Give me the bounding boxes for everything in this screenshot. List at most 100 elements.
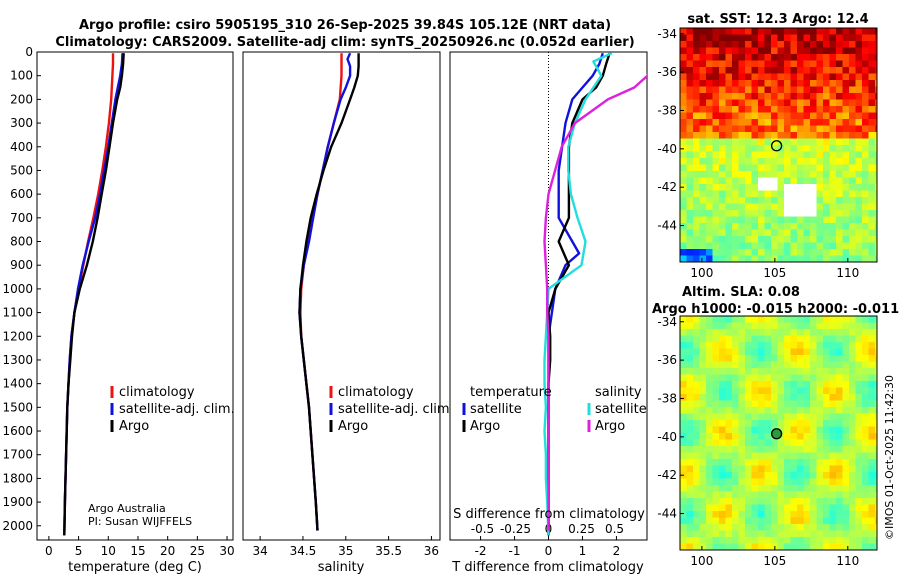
sst-cell xyxy=(745,145,752,152)
sla-cell xyxy=(836,316,843,323)
sla-cell xyxy=(836,478,843,486)
sst-cell xyxy=(751,112,759,120)
sla-cell xyxy=(855,335,863,343)
sla-cell xyxy=(797,322,804,330)
sla-cell xyxy=(803,504,811,512)
sla-cell xyxy=(693,387,700,395)
sla-cell xyxy=(693,459,700,466)
sla-cell xyxy=(868,530,876,538)
sla-cell xyxy=(745,316,752,323)
sla-cell xyxy=(706,400,713,408)
sst-cell xyxy=(875,203,877,211)
sla-cell xyxy=(823,355,830,362)
sst-cell xyxy=(784,41,791,48)
sst-cell xyxy=(680,229,687,237)
sst-cell xyxy=(803,132,811,139)
sla-cell xyxy=(797,426,804,434)
sst-cell xyxy=(823,249,830,256)
sst-cell xyxy=(777,203,785,211)
sst-cell xyxy=(849,86,856,94)
sst-cell xyxy=(803,223,811,230)
sst-cell xyxy=(842,151,850,159)
sla-cell xyxy=(751,465,759,473)
sla-cell xyxy=(823,491,830,499)
sla-cell xyxy=(836,329,843,336)
sst-cell xyxy=(699,41,707,48)
sst-cell xyxy=(875,242,877,250)
sla-cell xyxy=(849,485,856,492)
sst-cell xyxy=(693,229,700,237)
sst-cell xyxy=(764,255,772,262)
sla-cell xyxy=(849,498,856,505)
sst-cell xyxy=(680,41,687,48)
sla-cell xyxy=(771,530,778,538)
lat-tick-label: -36 xyxy=(657,65,677,79)
sla-cell xyxy=(712,511,720,518)
sst-cell xyxy=(803,145,811,152)
sst-cell xyxy=(868,216,876,224)
sst-cell xyxy=(738,47,746,55)
sst-cell xyxy=(875,262,882,269)
sst-cell xyxy=(751,80,759,87)
sst-cell xyxy=(777,125,785,133)
sla-cell xyxy=(764,355,772,362)
sst-cell xyxy=(732,236,739,243)
sla-cell xyxy=(849,348,856,356)
sla-cell xyxy=(764,368,772,375)
sla-cell xyxy=(725,485,733,492)
sst-cell xyxy=(712,229,720,237)
sst-cell xyxy=(868,171,876,178)
sst-cell xyxy=(693,125,700,133)
sla-cell xyxy=(777,329,785,336)
sst-cell xyxy=(712,216,720,224)
sst-cell xyxy=(732,145,739,152)
sla-cell xyxy=(732,381,739,388)
sst-cell xyxy=(810,262,817,269)
sla-cell xyxy=(862,485,869,492)
sla-cell xyxy=(764,530,772,538)
sla-cell xyxy=(810,439,817,447)
sst-cell xyxy=(842,41,850,48)
sla-cell xyxy=(823,368,830,375)
sst-cell xyxy=(836,60,843,68)
sla-cell xyxy=(823,413,830,421)
sst-cell xyxy=(745,151,752,159)
sla-cell xyxy=(693,498,700,505)
sst-cell xyxy=(855,73,863,81)
sst-cell xyxy=(777,158,785,165)
sst-cell xyxy=(738,158,746,165)
sst-cell xyxy=(823,132,830,139)
sla-cell xyxy=(771,413,778,421)
sst-cell xyxy=(693,73,700,81)
sla-cell xyxy=(797,524,804,531)
sst-cell xyxy=(706,197,713,204)
sst-cell xyxy=(803,99,811,107)
sst-cell xyxy=(823,119,830,126)
sla-cell xyxy=(790,368,798,375)
sst-cell xyxy=(738,125,746,133)
sla-cell xyxy=(777,348,785,356)
sst-cell xyxy=(875,80,877,87)
sla-cell xyxy=(862,530,869,538)
sla-cell xyxy=(706,335,713,343)
sla-cell xyxy=(849,459,856,466)
sst-cell xyxy=(862,236,869,243)
sla-cell xyxy=(823,530,830,538)
sla-cell xyxy=(738,524,746,531)
sst-cell xyxy=(790,203,798,211)
sst-cell xyxy=(875,28,877,35)
sst-cell xyxy=(842,99,850,107)
sla-cell xyxy=(680,524,687,531)
sst-cell xyxy=(686,54,694,61)
sst-cell xyxy=(725,67,733,74)
sla-cell xyxy=(784,426,791,434)
sla-cell xyxy=(836,348,843,356)
sla-cell xyxy=(686,439,694,447)
sst-cell xyxy=(699,99,707,107)
sla-cell xyxy=(680,348,687,356)
sst-cell xyxy=(764,164,772,172)
sla-cell xyxy=(868,355,876,362)
sla-cell xyxy=(875,407,877,414)
sst-cell xyxy=(719,34,726,42)
sla-cell xyxy=(699,355,707,362)
